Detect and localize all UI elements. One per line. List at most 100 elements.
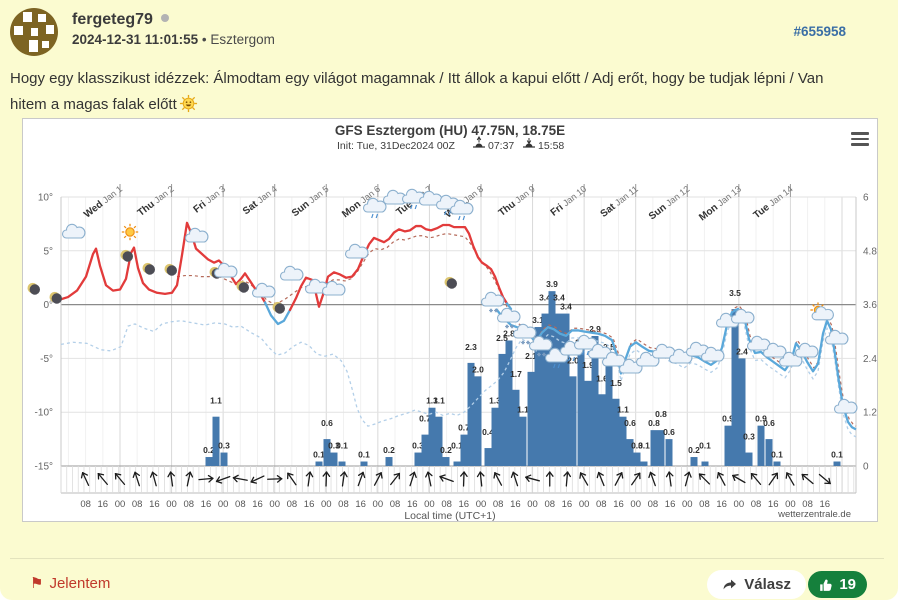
- svg-text:00: 00: [373, 499, 384, 510]
- svg-text:16: 16: [665, 499, 676, 510]
- report-label: Jelentem: [49, 575, 111, 592]
- svg-text:08: 08: [183, 499, 194, 510]
- svg-text:0.8: 0.8: [648, 418, 660, 428]
- reply-arrow-icon: [723, 579, 737, 589]
- chart-container: 10° 6 5° 4.8 0° 3.6 -5° 2.4 -10° 1.2 -15° 0 Wed Jan …: [22, 118, 878, 522]
- svg-text:00: 00: [734, 499, 745, 510]
- svg-text:08: 08: [132, 499, 143, 510]
- location: Esztergom: [210, 32, 275, 47]
- svg-text:00: 00: [630, 499, 641, 510]
- username[interactable]: fergeteg79: [72, 11, 153, 28]
- timestamp: 2024-12-31 11:01:55: [72, 32, 199, 47]
- svg-text:0.9: 0.9: [755, 414, 767, 424]
- svg-text:0.9: 0.9: [722, 414, 734, 424]
- svg-text:Init: Tue, 31Dec2024 00Z: Init: Tue, 31Dec2024 00Z: [337, 140, 455, 152]
- svg-text:1.1: 1.1: [617, 405, 629, 415]
- svg-text:16: 16: [149, 499, 160, 510]
- svg-text:0°: 0°: [43, 300, 53, 311]
- svg-text:-5°: -5°: [40, 354, 53, 365]
- svg-text:0.6: 0.6: [321, 418, 333, 428]
- svg-text:6: 6: [863, 193, 869, 204]
- svg-text:2.3: 2.3: [465, 342, 477, 352]
- svg-text:1.9: 1.9: [582, 360, 594, 370]
- svg-text:08: 08: [648, 499, 659, 510]
- svg-text:0.8: 0.8: [655, 409, 667, 419]
- svg-text:1.1: 1.1: [433, 396, 445, 406]
- svg-text:2.1: 2.1: [525, 351, 537, 361]
- svg-text:10°: 10°: [38, 193, 53, 204]
- svg-text:2.0: 2.0: [472, 364, 484, 374]
- svg-text:0.3: 0.3: [412, 441, 424, 451]
- svg-text:1.1: 1.1: [210, 396, 222, 406]
- svg-text:16: 16: [613, 499, 624, 510]
- svg-text:2.5: 2.5: [496, 333, 508, 343]
- svg-text:08: 08: [493, 499, 504, 510]
- svg-text:0.7: 0.7: [419, 414, 431, 424]
- svg-text:16: 16: [407, 499, 418, 510]
- chart-menu-icon[interactable]: [851, 132, 869, 146]
- svg-text:2.5: 2.5: [603, 342, 615, 352]
- svg-text:3.5: 3.5: [729, 288, 741, 298]
- svg-text:00: 00: [166, 499, 177, 510]
- svg-text:0.6: 0.6: [624, 418, 636, 428]
- post-text: Hogy egy klasszikust idézzek: Álmodtam e…: [10, 70, 824, 113]
- svg-text:0.6: 0.6: [663, 427, 675, 437]
- svg-text:1.7: 1.7: [510, 369, 522, 379]
- svg-text:wetterzentrale.de: wetterzentrale.de: [777, 509, 851, 520]
- svg-text:0.3: 0.3: [631, 441, 643, 451]
- svg-text:0: 0: [863, 462, 869, 473]
- svg-text:16: 16: [252, 499, 263, 510]
- svg-text:3.4: 3.4: [560, 302, 572, 312]
- svg-text:0.1: 0.1: [638, 441, 650, 451]
- like-badge[interactable]: 19: [808, 571, 867, 598]
- svg-text:0.1: 0.1: [336, 441, 348, 451]
- svg-text:-15°: -15°: [35, 462, 53, 473]
- svg-text:1.5: 1.5: [610, 378, 622, 388]
- thumbs-up-icon: [820, 579, 832, 591]
- svg-text:3.6: 3.6: [863, 300, 877, 311]
- svg-text:0.1: 0.1: [358, 450, 370, 460]
- reply-label: Válasz: [744, 576, 791, 593]
- svg-text:08: 08: [235, 499, 246, 510]
- footer-divider: [10, 558, 884, 559]
- svg-text:0.2: 0.2: [383, 445, 395, 455]
- svg-text:08: 08: [80, 499, 91, 510]
- svg-text:0.3: 0.3: [218, 441, 230, 451]
- presence-dot: [160, 14, 169, 22]
- svg-text:0.7: 0.7: [458, 423, 470, 433]
- svg-text:1.3: 1.3: [489, 396, 501, 406]
- svg-text:0.3: 0.3: [743, 432, 755, 442]
- svg-text:00: 00: [115, 499, 126, 510]
- svg-text:08: 08: [751, 499, 762, 510]
- svg-text:08: 08: [390, 499, 401, 510]
- svg-text:1.6: 1.6: [596, 373, 608, 383]
- avatar-image: [10, 8, 58, 56]
- report-link[interactable]: ⚑ Jelentem: [30, 574, 110, 592]
- post-body: Hogy egy klasszikust idézzek: Álmodtam e…: [10, 66, 860, 118]
- flag-icon: ⚑: [30, 575, 44, 592]
- svg-text:2.4: 2.4: [736, 346, 748, 356]
- svg-text:2.8: 2.8: [503, 328, 515, 338]
- svg-text:0.2: 0.2: [688, 445, 700, 455]
- svg-text:0.4: 0.4: [482, 427, 494, 437]
- svg-text:3.9: 3.9: [546, 279, 558, 289]
- reply-button[interactable]: Válasz: [707, 570, 806, 599]
- svg-text:00: 00: [785, 499, 796, 510]
- svg-text:08: 08: [544, 499, 555, 510]
- svg-text:0.1: 0.1: [451, 441, 463, 451]
- post-id-link[interactable]: #655958: [793, 24, 846, 39]
- svg-text:0.2: 0.2: [203, 445, 215, 455]
- svg-text:0.3: 0.3: [328, 441, 340, 451]
- svg-text:0.1: 0.1: [699, 441, 711, 451]
- svg-text:0.2: 0.2: [440, 445, 452, 455]
- svg-text:08: 08: [802, 499, 813, 510]
- svg-text:08: 08: [287, 499, 298, 510]
- svg-text:08: 08: [596, 499, 607, 510]
- svg-text:16: 16: [201, 499, 212, 510]
- avatar[interactable]: [10, 8, 58, 56]
- svg-text:00: 00: [579, 499, 590, 510]
- svg-text:1.2: 1.2: [863, 408, 877, 419]
- svg-text:16: 16: [98, 499, 109, 510]
- svg-text:1.3: 1.3: [426, 396, 438, 406]
